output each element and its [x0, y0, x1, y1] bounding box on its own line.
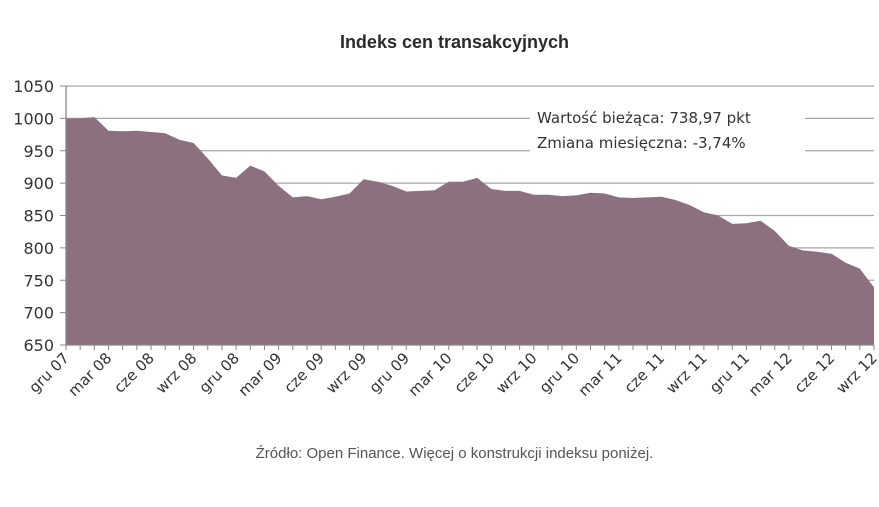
x-tick-label: wrz 12 [833, 349, 879, 397]
x-tick-label: wrz 09 [322, 349, 370, 397]
x-tick-label: cze 12 [791, 349, 839, 397]
y-tick-label: 800 [23, 239, 54, 258]
x-tick-label: cze 11 [621, 349, 669, 397]
area-chart: 650 700 750 800 850 900 950 1000 1050 gru 07mar … [13, 77, 879, 400]
y-tick-label: 650 [23, 336, 54, 355]
x-tick-label: cze 10 [451, 349, 499, 397]
y-tick-label: 1050 [13, 77, 54, 96]
x-tick-label: cze 09 [280, 349, 328, 397]
x-tick-label: mar 10 [405, 349, 456, 400]
x-tick-label: mar 09 [235, 349, 286, 400]
x-tick-label: mar 12 [745, 349, 796, 400]
y-tick-label: 850 [23, 207, 54, 226]
x-tick-label: mar 11 [575, 349, 626, 400]
x-tick-label: wrz 10 [492, 349, 540, 397]
y-tick-label: 950 [23, 142, 54, 161]
x-tick-label: wrz 08 [152, 349, 200, 397]
chart-title: Indeks cen transakcyjnych [339, 32, 570, 52]
y-axis-ticks: 650 700 750 800 850 900 950 1000 1050 [13, 77, 66, 355]
annotation-background [530, 102, 805, 156]
x-tick-label: cze 08 [110, 349, 158, 397]
x-tick-label: mar 08 [65, 349, 116, 400]
x-tick-label: wrz 11 [663, 349, 711, 397]
area-series [66, 117, 874, 345]
y-tick-label: 900 [23, 174, 54, 193]
y-tick-label: 750 [23, 271, 54, 290]
y-tick-label: 1000 [13, 109, 54, 128]
y-tick-label: 700 [23, 304, 54, 323]
source-note: Źródło: Open Finance. Więcej o konstrukc… [255, 445, 654, 462]
annotation-monthly-change: Zmiana miesięczna: -3,74% [537, 134, 746, 152]
annotation-current-value: Wartość bieżąca: 738,97 pkt [537, 109, 751, 127]
